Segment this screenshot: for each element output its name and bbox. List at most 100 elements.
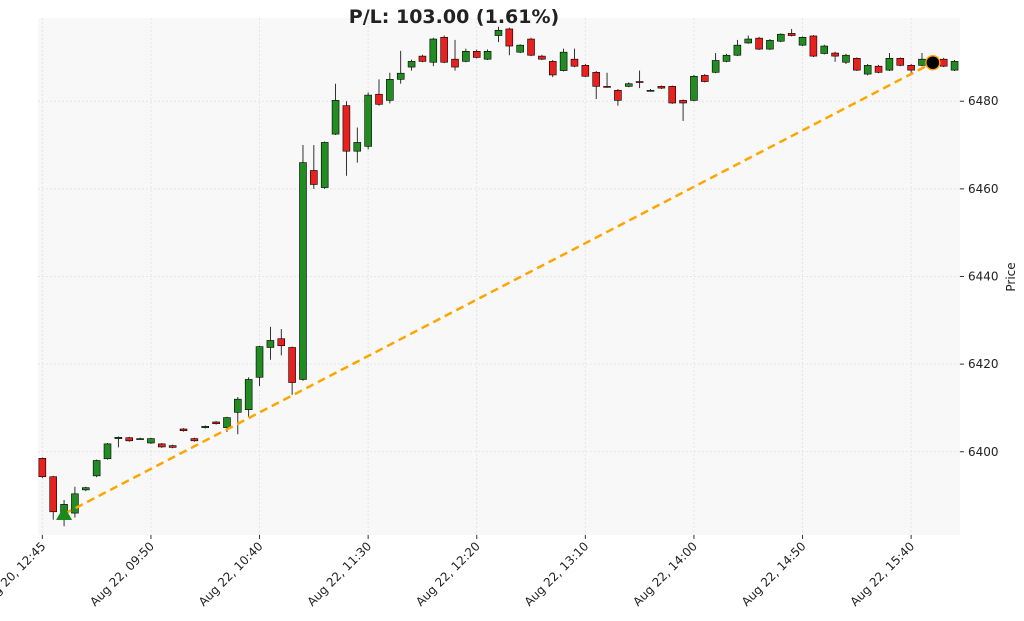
candle-body	[38, 458, 47, 478]
candle-body	[635, 81, 644, 83]
candle-body	[168, 445, 177, 448]
candle-body	[353, 142, 362, 152]
candle-body	[701, 75, 709, 82]
candle-body	[342, 105, 351, 152]
candle-body	[863, 65, 872, 75]
candle-body	[733, 44, 742, 56]
candle-body	[766, 40, 774, 50]
candle-body	[234, 398, 242, 413]
y-tick-label: 6420	[968, 357, 999, 371]
exit-marker	[925, 54, 941, 71]
x-tick-label: Aug 22, 14:00	[630, 539, 700, 609]
candle-body	[190, 438, 199, 442]
candle-body	[570, 58, 579, 67]
candle-body	[396, 72, 405, 80]
candle-body	[581, 65, 590, 77]
candle-body	[679, 100, 687, 104]
candle-body	[201, 426, 210, 428]
candle-body	[777, 33, 785, 42]
candle-body	[255, 346, 264, 378]
candle-body	[244, 379, 253, 410]
x-tick-label: Aug 22, 15:40	[847, 539, 917, 609]
candle-body	[125, 437, 133, 442]
candle-body	[462, 50, 470, 62]
candle-body	[364, 94, 372, 147]
candle-body	[429, 38, 438, 63]
y-tick-label: 6460	[968, 182, 999, 196]
candle-body	[603, 86, 611, 88]
x-tick-label: Aug 22, 11:30	[304, 539, 374, 609]
candle-body	[136, 438, 144, 440]
candle-body	[722, 54, 731, 62]
candle-body	[711, 60, 720, 73]
candle-body	[451, 58, 459, 68]
candle-body	[375, 93, 383, 105]
candle-body	[516, 44, 524, 53]
candle-body	[82, 487, 90, 491]
candle-body	[820, 45, 829, 54]
candle-body	[755, 37, 763, 50]
candle-body	[809, 35, 818, 57]
candle-body	[114, 436, 123, 439]
candle-body	[538, 55, 546, 60]
candle-body	[787, 33, 796, 36]
candle-body	[407, 61, 416, 68]
candle-body	[624, 83, 633, 87]
x-tick-label: Aug 22, 09:50	[87, 539, 157, 609]
candle-body	[527, 38, 535, 56]
candle-body	[559, 51, 568, 71]
x-tick-label: Aug 22, 14:50	[739, 539, 809, 609]
candle-body	[386, 79, 394, 101]
candle-body	[939, 58, 948, 67]
candle-body	[657, 86, 666, 89]
candle-body	[853, 58, 861, 71]
y-tick-label: 6480	[968, 94, 999, 108]
candle-body	[158, 443, 166, 448]
candle-body	[744, 38, 753, 44]
candle-body	[614, 89, 622, 101]
candle-body	[798, 36, 807, 46]
candle-body	[896, 58, 905, 66]
candle-body	[92, 460, 101, 477]
candle-body	[310, 170, 318, 185]
y-tick-label: 6440	[968, 270, 999, 284]
candle-body	[505, 28, 514, 47]
candle-body	[494, 29, 503, 36]
candle-body	[592, 72, 600, 87]
candle-body	[668, 86, 676, 104]
candle-body	[874, 65, 883, 73]
trade-line	[63, 61, 934, 516]
candle-body	[320, 142, 329, 188]
candle-body	[103, 443, 112, 460]
candle-body	[147, 438, 155, 444]
candle-body	[440, 36, 448, 63]
candle-body	[483, 50, 492, 60]
candle-body	[831, 52, 839, 57]
chart-title: P/L: 103.00 (1.61%)	[349, 6, 559, 28]
candle-body	[223, 417, 231, 428]
x-tick-label: Aug 22, 13:10	[522, 539, 592, 609]
candle-body	[299, 162, 307, 380]
candle-body	[918, 58, 926, 66]
candle-body	[71, 493, 79, 514]
x-tick-label: Aug 22, 12:20	[413, 539, 483, 609]
y-axis-label: Price	[1004, 262, 1018, 291]
x-tick-label: Aug 22, 10:40	[196, 539, 266, 609]
candle-body	[907, 65, 915, 71]
candle-body	[646, 89, 655, 92]
candle-body	[472, 50, 481, 58]
candle-body	[49, 476, 57, 513]
candle-body	[950, 61, 959, 71]
candle-body	[288, 347, 296, 383]
candle-body	[418, 55, 427, 62]
candle-body	[266, 340, 275, 348]
candle-body	[548, 61, 557, 76]
y-tick-label: 6400	[968, 445, 999, 459]
x-tick-label: Aug 20, 12:45	[0, 539, 48, 609]
candle-body	[885, 58, 894, 71]
candle-body	[179, 428, 188, 432]
candle-body	[277, 338, 286, 347]
candle-body	[331, 100, 340, 135]
candle-body	[212, 421, 220, 425]
